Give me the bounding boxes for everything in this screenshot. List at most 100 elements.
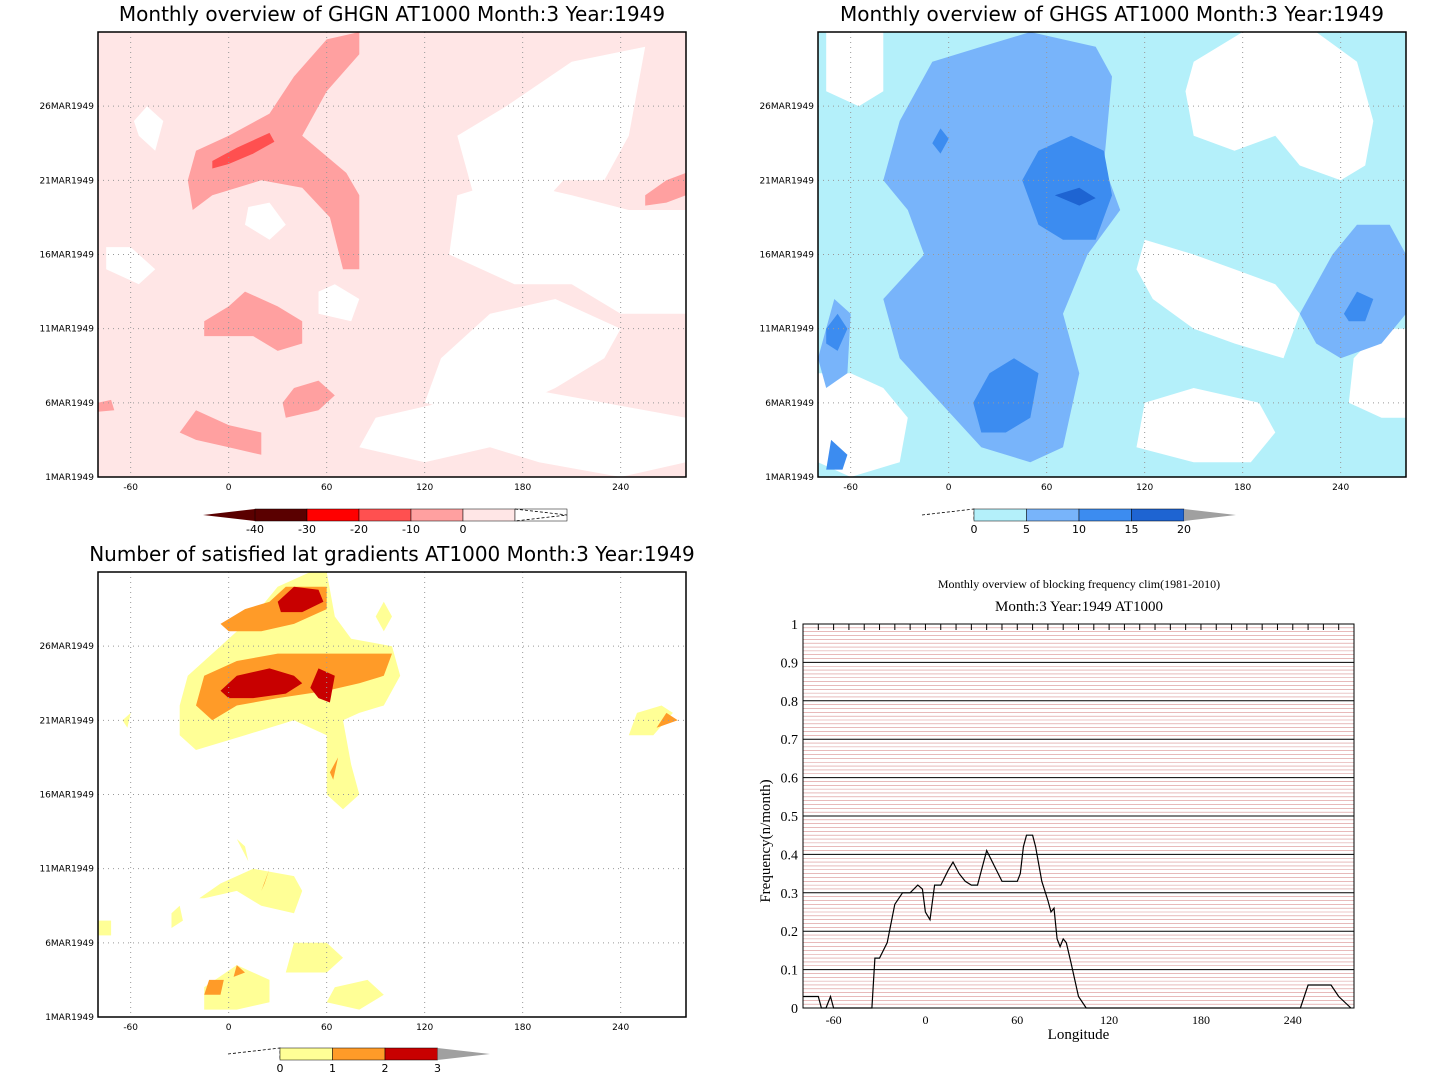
colorbar-tick-label: 0	[460, 523, 467, 536]
high-region	[1022, 135, 1112, 240]
gradients-title: Number of satisfied lat gradients AT1000…	[89, 542, 695, 566]
y-tick-label: 1MAR1949	[45, 473, 94, 483]
high-region	[826, 439, 848, 470]
y-tick-label: 11MAR1949	[39, 865, 94, 875]
colorbar-segment	[1078, 508, 1132, 522]
y-tick-label: 0.9	[781, 656, 799, 671]
x-axis-label: Longitude	[1048, 1027, 1110, 1043]
x-tick-label: -60	[843, 483, 858, 493]
y-tick-label: 16MAR1949	[39, 791, 94, 801]
y-tick-label: 21MAR1949	[39, 176, 94, 186]
colorbar-left-arrow	[203, 509, 255, 521]
count-3-region	[277, 586, 324, 613]
frequency-subtitle: Month:3 Year:1949 AT1000	[995, 599, 1163, 615]
positive-region	[318, 284, 360, 322]
gradients-colorbar: 0 1 2 3	[227, 1047, 490, 1075]
x-tick-label: 180	[514, 1023, 531, 1033]
count-2-region	[261, 868, 270, 891]
colorbar-segment	[973, 508, 1027, 522]
count-1-region	[199, 868, 303, 914]
colorbar-right-arrow	[514, 508, 568, 522]
frequency-line	[803, 834, 1352, 1009]
colorbar-tick-label: 0	[971, 523, 978, 536]
y-tick-label: 11MAR1949	[39, 325, 94, 335]
negative-region	[179, 410, 262, 455]
ghgs-panel: Monthly overview of GHGS AT1000 Month:3 …	[759, 2, 1407, 536]
colorbar-segment	[1131, 508, 1185, 522]
low-region	[1185, 32, 1374, 181]
colorbar-tick-label: 15	[1125, 523, 1139, 536]
count-2-region	[329, 757, 339, 780]
positive-region	[245, 202, 286, 240]
colorbar-segment	[514, 508, 568, 522]
count-1-region	[326, 979, 384, 1010]
colorbar-left-arrow	[227, 1047, 281, 1060]
plot-frame	[97, 31, 687, 478]
x-tick-label: 120	[1100, 1013, 1118, 1027]
x-tick-label: 240	[1284, 1013, 1302, 1027]
y-tick-label: 0.1	[781, 964, 799, 979]
colorbar-segment	[306, 508, 360, 522]
count-3-region	[220, 668, 303, 699]
y-tick-label: 26MAR1949	[39, 642, 94, 652]
y-tick-label: 1MAR1949	[45, 1013, 94, 1023]
count-2-region	[233, 965, 245, 977]
colorbar-segment	[332, 1047, 386, 1061]
colorbar-segment	[254, 508, 308, 522]
gradients-panel: Number of satisfied lat gradients AT1000…	[39, 542, 695, 1075]
colorbar-right-arrow	[1184, 509, 1236, 521]
colorbar-segment	[410, 508, 464, 522]
y-tick-label: 26MAR1949	[759, 102, 814, 112]
colorbar-segment	[358, 508, 412, 522]
x-tick-label: 0	[226, 1023, 232, 1033]
x-tick-label: 0	[226, 483, 232, 493]
y-tick-label: 6MAR1949	[765, 399, 814, 409]
ghgn-plot: -60 0 60 120 180 240 1MAR1949 6MAR1949 11MAR1949…	[39, 31, 687, 536]
count-2-region	[204, 979, 224, 995]
y-tick-label: 6MAR1949	[45, 399, 94, 409]
x-tick-label: 60	[321, 483, 333, 493]
positive-region	[449, 180, 686, 314]
ghgs-title: Monthly overview of GHGS AT1000 Month:3 …	[840, 2, 1384, 26]
x-tick-label: 0	[946, 483, 952, 493]
count-3-region	[310, 668, 335, 703]
frequency-title: Monthly overview of blocking frequency c…	[938, 577, 1220, 591]
y-tick-label: 0.6	[781, 772, 799, 787]
colorbar-segment	[384, 1047, 438, 1061]
x-tick-label: -60	[123, 483, 138, 493]
background-field	[98, 572, 686, 1017]
colorbar-tick-label: 1	[329, 1062, 336, 1075]
ghgn-colorbar: -40 -30 -20 -10 0	[203, 508, 568, 536]
colorbar-tick-label: -10	[402, 523, 420, 536]
ghgn-title: Monthly overview of GHGN AT1000 Month:3 …	[119, 2, 665, 26]
y-tick-label: 0.7	[781, 733, 799, 748]
gradients-plot: -60 0 60 120 180 2401MAR19496MAR194911MAR1949…	[39, 571, 687, 1075]
x-tick-label: 240	[1332, 483, 1349, 493]
x-tick-label: 180	[514, 483, 531, 493]
x-tick-label: -60	[123, 1023, 138, 1033]
y-tick-label: 0.4	[781, 848, 799, 863]
colorbar-tick-label: -20	[350, 523, 368, 536]
ghgn-panel: Monthly overview of GHGN AT1000 Month:3 …	[39, 2, 687, 536]
negative-region	[645, 172, 686, 206]
colorbar-tick-label: 5	[1023, 523, 1030, 536]
low-region	[826, 32, 884, 107]
negative-region	[204, 291, 303, 351]
colorbar-tick-label: 10	[1072, 523, 1086, 536]
frequency-plot: 0 0.1 0.2 0.3 0.4 0.5 0.6 0.7 0.8 0.9 1 -60 0 60 120 18…	[758, 618, 1355, 1043]
y-tick-label: 0	[791, 1002, 798, 1017]
high-region	[1343, 291, 1374, 322]
plot-frame	[817, 31, 1407, 478]
count-1-region	[204, 965, 270, 1010]
x-tick-label: 120	[416, 1023, 433, 1033]
low-region	[1136, 388, 1276, 463]
negative-core	[212, 132, 275, 169]
colorbar-segment	[279, 1047, 333, 1061]
high-region	[973, 358, 1039, 433]
count-1-region	[628, 705, 673, 736]
y-tick-label: 0.2	[781, 925, 799, 940]
y-tick-label: 16MAR1949	[759, 251, 814, 261]
ghgs-plot: -60 0 60 120 180 240 1MAR1949 6MAR1949 11MAR1949…	[759, 31, 1407, 536]
negative-region	[98, 399, 115, 412]
count-1-region	[171, 905, 183, 928]
